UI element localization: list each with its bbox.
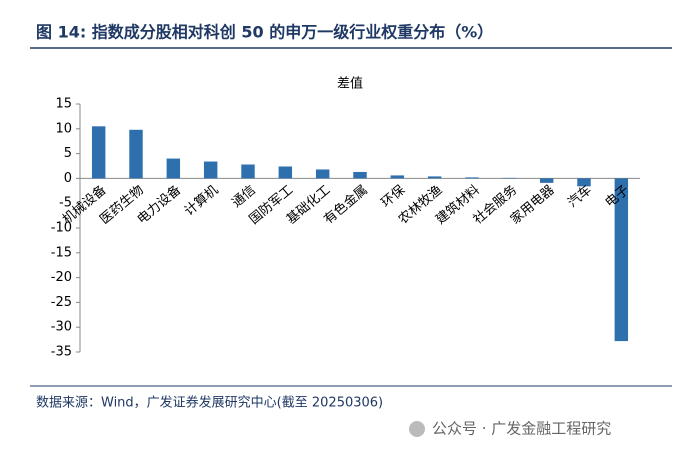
y-tick-label: -20 [51,270,72,285]
bar [465,177,479,179]
y-tick-label: 5 [64,146,72,161]
bar [614,178,629,342]
bar [390,175,405,179]
y-tick-label: -10 [51,221,72,236]
x-tick-label: 通信 [229,183,259,211]
bar [91,126,106,179]
x-tick-label: 环保 [379,183,409,211]
bar [278,166,293,179]
bar [129,129,143,179]
y-tick-label: 0 [64,171,72,186]
chart-title: 图 14: 指数成分股相对科创 50 的申万一级行业权重分布（%） [36,23,493,42]
watermark-icon [409,421,425,437]
bar [539,178,554,183]
bar [315,169,330,179]
y-tick-label: 15 [55,97,72,112]
y-tick-label: 10 [55,121,72,136]
y-tick-label: -35 [51,345,72,360]
chart-subtitle: 差值 [337,76,363,92]
y-tick-label: -15 [51,245,72,260]
bar [427,176,442,179]
watermark: 公众号 · 广发金融工程研究 [432,420,611,438]
y-tick-label: -30 [51,320,72,335]
bar [166,158,181,179]
bar [203,161,218,179]
y-tick-label: -25 [51,295,72,310]
y-tick-label: -5 [59,196,72,211]
x-tick-label: 计算机 [182,183,222,220]
bar [241,164,255,179]
bar [577,178,591,187]
bar [353,171,367,179]
source-note: 数据来源：Wind，广发证券发展研究中心(截至 20250306) [36,395,383,411]
